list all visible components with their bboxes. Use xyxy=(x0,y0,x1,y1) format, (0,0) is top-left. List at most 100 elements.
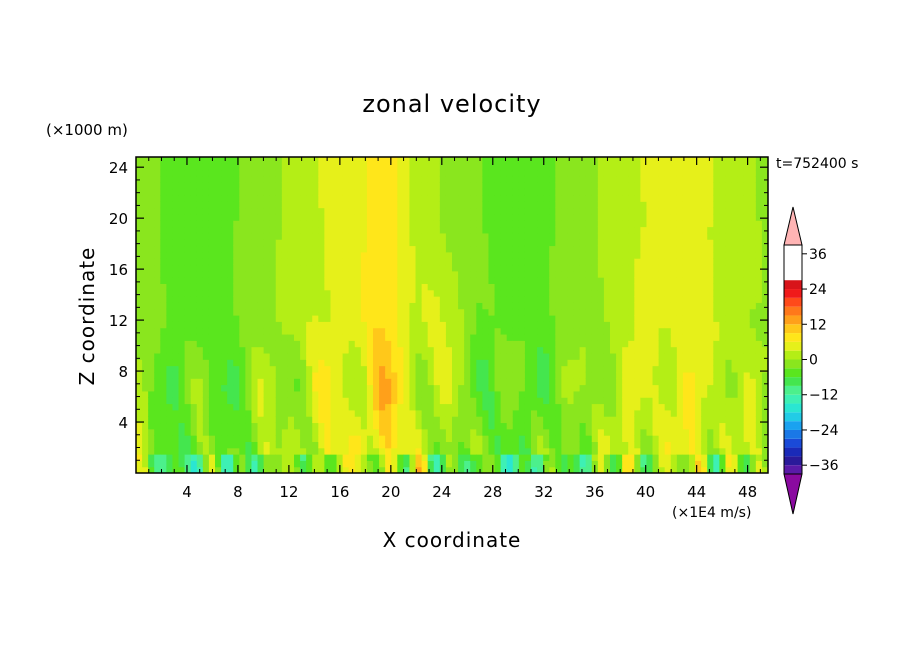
field-cell xyxy=(366,175,374,183)
field-cell xyxy=(488,239,496,247)
field-cell xyxy=(287,441,295,449)
field-cell xyxy=(518,188,526,196)
field-cell xyxy=(470,220,477,228)
field-cell xyxy=(385,447,392,455)
field-cell xyxy=(597,226,605,234)
field-cell xyxy=(160,466,167,473)
field-cell xyxy=(500,296,508,303)
field-cell xyxy=(251,454,259,461)
field-cell xyxy=(433,409,441,417)
field-cell xyxy=(458,359,465,367)
field-cell xyxy=(579,175,587,183)
field-cell xyxy=(670,194,678,202)
field-cell xyxy=(561,441,569,449)
field-cell xyxy=(701,441,708,449)
field-cell xyxy=(172,441,180,449)
field-cell xyxy=(379,182,386,190)
field-cell xyxy=(397,403,404,411)
field-cell xyxy=(524,169,532,177)
field-cell xyxy=(512,283,520,291)
field-cell xyxy=(579,270,587,278)
field-cell xyxy=(348,435,356,442)
field-cell xyxy=(421,175,429,183)
field-cell xyxy=(148,213,155,221)
field-cell xyxy=(470,340,477,348)
field-cell xyxy=(306,416,313,424)
field-cell xyxy=(482,428,490,436)
field-cell xyxy=(300,416,307,424)
field-cell xyxy=(616,340,623,348)
field-cell xyxy=(269,251,277,259)
field-cell xyxy=(184,270,192,278)
field-cell xyxy=(670,321,678,329)
field-cell xyxy=(208,454,216,461)
field-cell xyxy=(360,308,368,316)
field-cell xyxy=(579,466,587,473)
field-cell xyxy=(142,302,149,310)
field-cell xyxy=(421,194,429,202)
field-cell xyxy=(421,384,429,392)
field-cell xyxy=(652,213,660,221)
field-cell xyxy=(482,416,490,424)
field-cell xyxy=(215,340,222,348)
field-cell xyxy=(682,264,690,272)
field-cell xyxy=(707,454,714,461)
field-cell xyxy=(202,397,210,405)
field-cell xyxy=(178,270,186,278)
field-cell xyxy=(555,308,562,316)
field-cell xyxy=(221,157,228,164)
field-cell xyxy=(403,422,411,430)
field-cell xyxy=(202,251,210,259)
field-cell xyxy=(658,321,666,329)
field-cell xyxy=(701,397,708,405)
field-cell xyxy=(458,207,465,215)
field-cell xyxy=(573,384,581,392)
field-cell xyxy=(178,289,186,297)
field-cell xyxy=(506,157,514,164)
field-cell xyxy=(281,213,289,221)
field-cell xyxy=(628,175,635,183)
field-cell xyxy=(385,397,392,405)
field-cell xyxy=(452,182,459,190)
field-cell xyxy=(391,182,398,190)
field-cell xyxy=(336,308,344,316)
field-cell xyxy=(269,175,277,183)
field-cell xyxy=(239,327,246,335)
field-cell xyxy=(585,327,593,335)
field-cell xyxy=(555,201,562,209)
field-cell xyxy=(294,441,301,449)
field-cell xyxy=(439,157,447,164)
field-cell xyxy=(385,435,392,442)
field-cell xyxy=(567,213,575,221)
field-cell xyxy=(227,175,234,183)
field-cell xyxy=(287,169,295,177)
field-cell xyxy=(652,258,660,266)
field-cell xyxy=(585,378,593,386)
field-cell xyxy=(275,207,283,215)
field-cell xyxy=(622,302,629,310)
field-cell xyxy=(628,359,635,367)
field-cell xyxy=(397,390,404,398)
field-cell xyxy=(166,422,174,430)
field-cell xyxy=(549,207,556,215)
field-cell xyxy=(713,454,720,461)
field-cell xyxy=(154,403,161,411)
field-cell xyxy=(354,226,362,234)
field-cell xyxy=(385,220,392,228)
field-cell xyxy=(555,359,562,367)
field-cell xyxy=(439,441,447,449)
field-cell xyxy=(725,283,733,291)
field-cell xyxy=(634,232,641,240)
field-cell xyxy=(719,270,727,278)
field-cell xyxy=(275,251,283,259)
field-cell xyxy=(737,371,745,379)
field-cell xyxy=(415,333,423,341)
field-cell xyxy=(360,302,368,310)
field-cell xyxy=(634,390,641,398)
field-cell xyxy=(427,264,435,272)
field-cell xyxy=(585,409,593,417)
field-cell xyxy=(166,296,174,303)
field-cell xyxy=(397,245,404,253)
field-cell xyxy=(518,454,526,461)
field-cell xyxy=(531,207,538,215)
